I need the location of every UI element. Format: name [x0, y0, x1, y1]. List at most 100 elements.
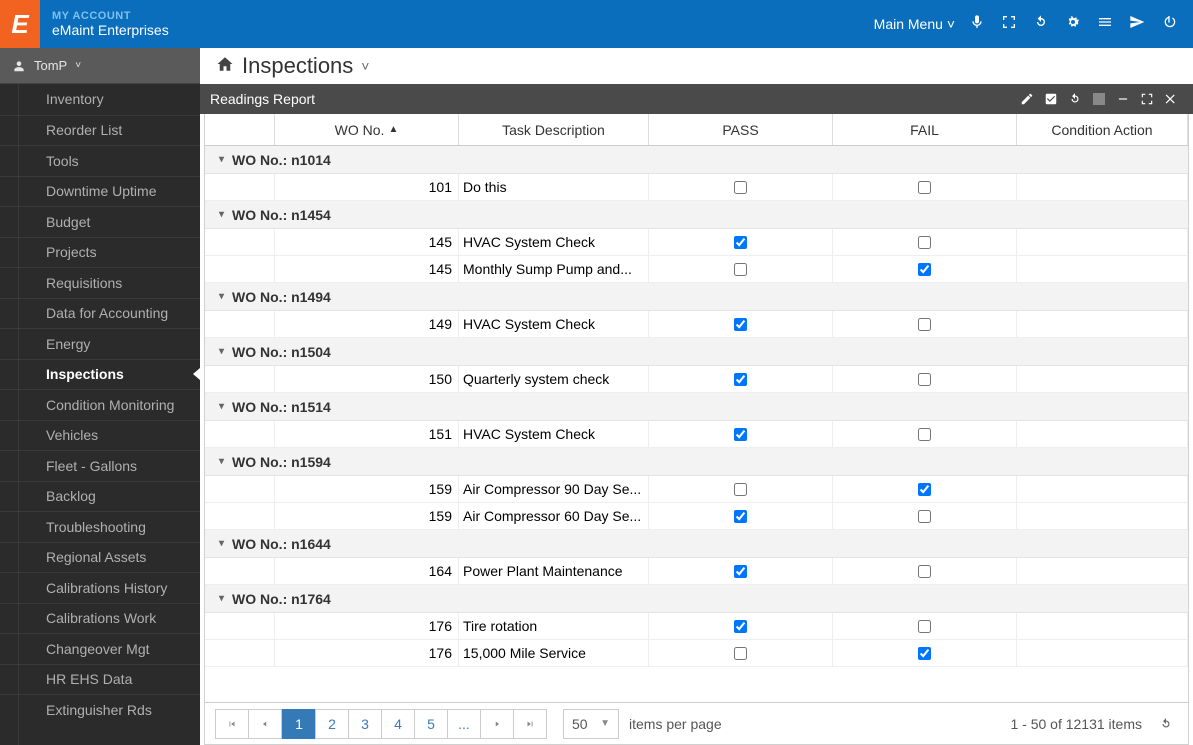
pass-checkbox[interactable]: [734, 373, 747, 386]
group-row[interactable]: ▾WO No.: n1594: [205, 448, 1188, 476]
user-menu[interactable]: TomP ˅: [0, 48, 200, 84]
col-task[interactable]: Task Description: [459, 114, 649, 145]
pass-checkbox[interactable]: [734, 620, 747, 633]
pager-page-1[interactable]: 1: [282, 709, 316, 739]
sidebar-item-extinguisher-rds[interactable]: Extinguisher Rds: [0, 694, 200, 725]
sidebar-item-hr-ehs-data[interactable]: HR EHS Data: [0, 664, 200, 695]
table-row[interactable]: 145Monthly Sump Pump and...: [205, 256, 1188, 283]
fullscreen-icon[interactable]: [1001, 14, 1017, 35]
fail-checkbox[interactable]: [918, 510, 931, 523]
power-icon[interactable]: [1161, 14, 1177, 35]
pager-page-...[interactable]: ...: [447, 709, 481, 739]
group-row[interactable]: ▾WO No.: n1764: [205, 585, 1188, 613]
table-row[interactable]: 164Power Plant Maintenance: [205, 558, 1188, 585]
pager-page-2[interactable]: 2: [315, 709, 349, 739]
group-row[interactable]: ▾WO No.: n1644: [205, 530, 1188, 558]
refresh-icon[interactable]: [1033, 14, 1049, 35]
fail-checkbox[interactable]: [918, 373, 931, 386]
table-row[interactable]: 151HVAC System Check: [205, 421, 1188, 448]
group-row[interactable]: ▾WO No.: n1504: [205, 338, 1188, 366]
sidebar-item-calibrations-history[interactable]: Calibrations History: [0, 572, 200, 603]
table-row[interactable]: 145HVAC System Check: [205, 229, 1188, 256]
account-block[interactable]: MY ACCOUNT eMaint Enterprises: [52, 10, 169, 38]
gear-icon[interactable]: [1065, 14, 1081, 35]
table-row[interactable]: 176Tire rotation: [205, 613, 1188, 640]
table-row[interactable]: 159Air Compressor 60 Day Se...: [205, 503, 1188, 530]
pager-refresh-icon[interactable]: [1154, 712, 1178, 736]
pager-first[interactable]: [215, 709, 249, 739]
sidebar-item-budget[interactable]: Budget: [0, 206, 200, 237]
minimize-icon[interactable]: [1111, 87, 1135, 111]
sidebar-item-vehicles[interactable]: Vehicles: [0, 420, 200, 451]
checkbox-icon[interactable]: [1039, 87, 1063, 111]
pass-checkbox[interactable]: [734, 428, 747, 441]
group-row[interactable]: ▾WO No.: n1014: [205, 146, 1188, 174]
pass-checkbox[interactable]: [734, 510, 747, 523]
table-row[interactable]: 101Do this: [205, 174, 1188, 201]
sidebar-item-energy[interactable]: Energy: [0, 328, 200, 359]
pass-checkbox[interactable]: [734, 565, 747, 578]
pager-page-3[interactable]: 3: [348, 709, 382, 739]
pager-prev[interactable]: [248, 709, 282, 739]
location-icon[interactable]: [1129, 14, 1145, 35]
sidebar-item-requisitions[interactable]: Requisitions: [0, 267, 200, 298]
menu-icon[interactable]: [1097, 14, 1113, 35]
fail-checkbox[interactable]: [918, 620, 931, 633]
grid-body[interactable]: ▾WO No.: n1014101Do this▾WO No.: n145414…: [205, 146, 1188, 702]
sidebar-item-reorder-list[interactable]: Reorder List: [0, 115, 200, 146]
group-row[interactable]: ▾WO No.: n1454: [205, 201, 1188, 229]
sidebar-item-tools[interactable]: Tools: [0, 145, 200, 176]
fail-checkbox[interactable]: [918, 236, 931, 249]
color-square-icon[interactable]: [1087, 87, 1111, 111]
sidebar-item-projects[interactable]: Projects: [0, 237, 200, 268]
expand-icon[interactable]: [1135, 87, 1159, 111]
chevron-down-icon[interactable]: ˅: [361, 58, 369, 74]
brand-logo[interactable]: E: [0, 0, 40, 48]
sidebar-item-troubleshooting[interactable]: Troubleshooting: [0, 511, 200, 542]
group-row[interactable]: ▾WO No.: n1494: [205, 283, 1188, 311]
pass-checkbox[interactable]: [734, 263, 747, 276]
sidebar-item-condition-monitoring[interactable]: Condition Monitoring: [0, 389, 200, 420]
sidebar-item-inspections[interactable]: Inspections: [0, 359, 200, 390]
fail-checkbox[interactable]: [918, 263, 931, 276]
home-icon[interactable]: [216, 53, 234, 79]
sidebar-item-downtime-uptime[interactable]: Downtime Uptime: [0, 176, 200, 207]
sidebar-item-inventory[interactable]: Inventory: [0, 84, 200, 115]
microphone-icon[interactable]: [969, 14, 985, 35]
table-row[interactable]: 159Air Compressor 90 Day Se...: [205, 476, 1188, 503]
pager-page-4[interactable]: 4: [381, 709, 415, 739]
col-fail[interactable]: FAIL: [833, 114, 1017, 145]
fail-checkbox[interactable]: [918, 318, 931, 331]
table-row[interactable]: 150Quarterly system check: [205, 366, 1188, 393]
pager-last[interactable]: [513, 709, 547, 739]
pass-checkbox[interactable]: [734, 318, 747, 331]
col-wo[interactable]: WO No. ▲: [275, 114, 459, 145]
edit-icon[interactable]: [1015, 87, 1039, 111]
sidebar-item-calibrations-work[interactable]: Calibrations Work: [0, 603, 200, 634]
main-menu-button[interactable]: Main Menu ˅: [874, 16, 955, 32]
pager-page-5[interactable]: 5: [414, 709, 448, 739]
page-size-select[interactable]: 50 ▼: [563, 709, 619, 739]
fail-checkbox[interactable]: [918, 483, 931, 496]
fail-checkbox[interactable]: [918, 181, 931, 194]
pass-checkbox[interactable]: [734, 647, 747, 660]
col-condition[interactable]: Condition Action: [1017, 114, 1188, 145]
fail-checkbox[interactable]: [918, 565, 931, 578]
table-row[interactable]: 149HVAC System Check: [205, 311, 1188, 338]
pass-checkbox[interactable]: [734, 483, 747, 496]
fail-checkbox[interactable]: [918, 647, 931, 660]
pass-checkbox[interactable]: [734, 236, 747, 249]
fail-checkbox[interactable]: [918, 428, 931, 441]
group-row[interactable]: ▾WO No.: n1514: [205, 393, 1188, 421]
sidebar-item-regional-assets[interactable]: Regional Assets: [0, 542, 200, 573]
close-icon[interactable]: [1159, 87, 1183, 111]
pager-next[interactable]: [480, 709, 514, 739]
sidebar-item-backlog[interactable]: Backlog: [0, 481, 200, 512]
col-pass[interactable]: PASS: [649, 114, 833, 145]
sidebar-item-changeover-mgt[interactable]: Changeover Mgt: [0, 633, 200, 664]
table-row[interactable]: 17615,000 Mile Service: [205, 640, 1188, 667]
sidebar-item-fleet-gallons[interactable]: Fleet - Gallons: [0, 450, 200, 481]
refresh-icon[interactable]: [1063, 87, 1087, 111]
pass-checkbox[interactable]: [734, 181, 747, 194]
sidebar-item-data-for-accounting[interactable]: Data for Accounting: [0, 298, 200, 329]
